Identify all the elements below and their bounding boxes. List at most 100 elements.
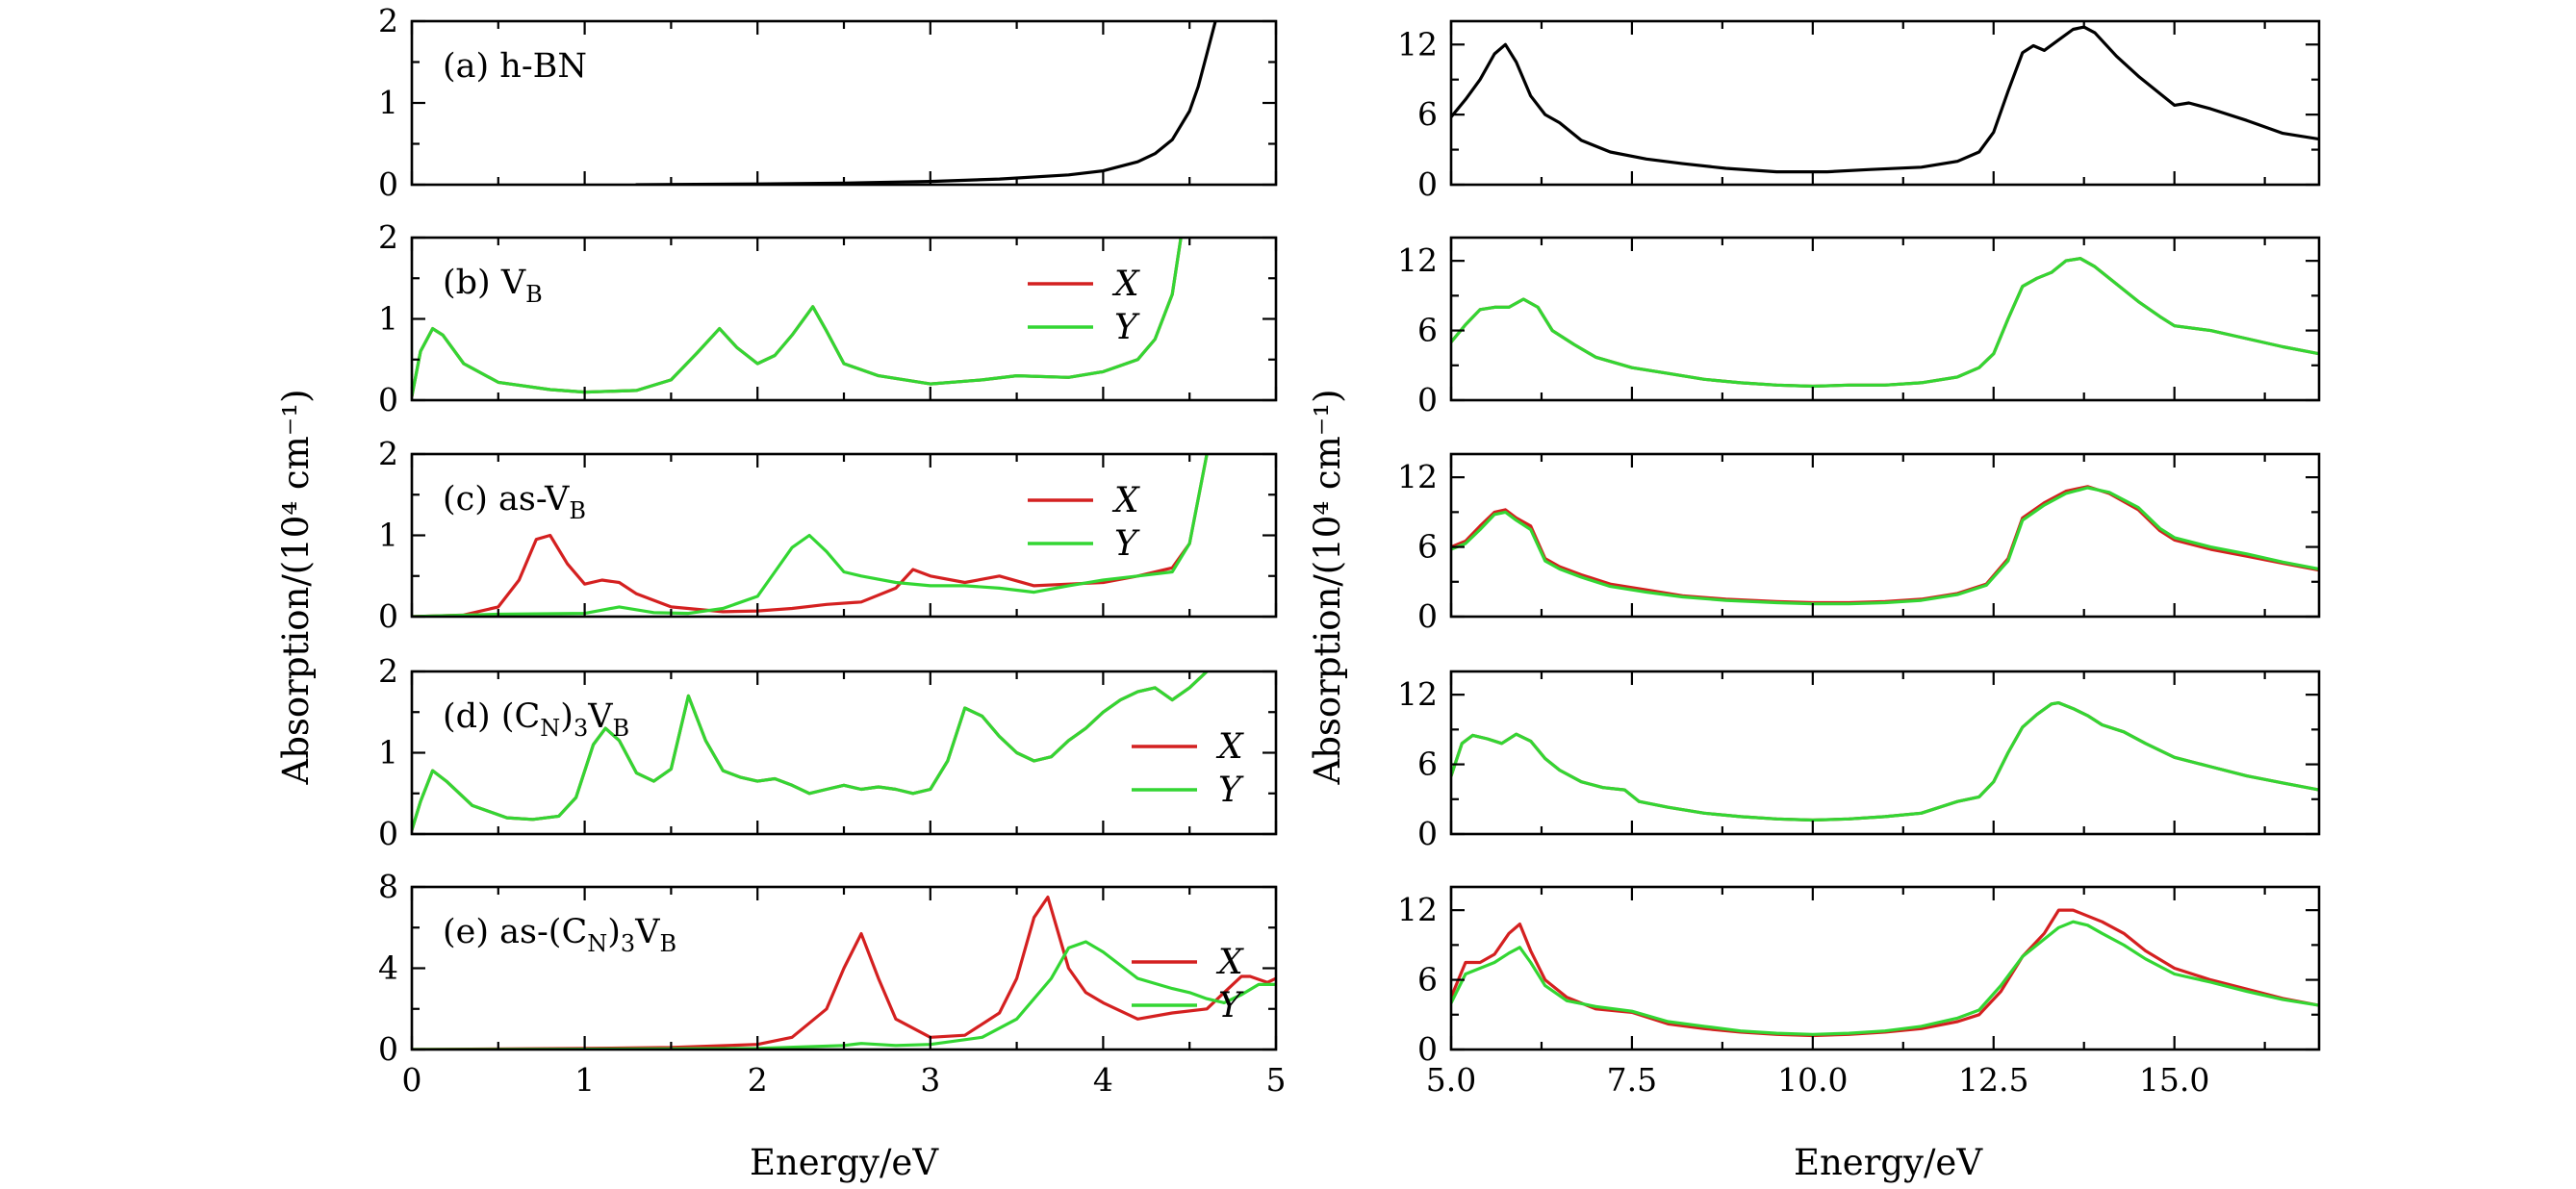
y-tick-label: 12: [1397, 25, 1438, 63]
x-tick-label: 5.0: [1426, 1061, 1476, 1099]
series-y-line: [412, 238, 1183, 398]
panel-label-text: (b) V: [443, 264, 526, 302]
y-tick-label: 0: [1417, 165, 1438, 203]
x-tick-label: 10.0: [1777, 1061, 1848, 1099]
legend-label-x: X: [1215, 943, 1244, 982]
y-tick-label: 2: [378, 2, 398, 39]
y-tick-label: 1: [378, 84, 398, 121]
series-x-line: [412, 238, 1183, 398]
panel-c-left: 0 1 2 (c) as-VB​ XY: [378, 435, 1278, 635]
panel-label-text: (d) (C: [443, 697, 540, 736]
y-tick-label: 4: [378, 949, 398, 987]
y-tick-label: 12: [1397, 891, 1438, 928]
panel-d-right: 0 6 12: [1397, 670, 2321, 852]
y-tick-label: 12: [1397, 458, 1438, 495]
panel-c-right: 0 6 12: [1397, 452, 2321, 635]
panel-e-right: 0 6 12 5.0 7.5 10.0 12.5 15.0: [1397, 885, 2321, 1099]
panel-b-right: 0 6 12: [1397, 236, 2321, 418]
x-tick-label: 12.5: [1958, 1061, 2028, 1099]
y-tick-label: 0: [1417, 1030, 1438, 1068]
y-tick-label: 0: [378, 381, 398, 418]
y-tick-label: 6: [1417, 746, 1438, 783]
y-tick-label: 0: [378, 1030, 398, 1068]
panel-label-subscript: B: [659, 930, 676, 957]
panel-label-subscript: B: [613, 715, 630, 742]
y-tick-label: 6: [1417, 961, 1438, 999]
y-tick-label: 1: [378, 300, 398, 338]
plot-frame: [1449, 885, 2321, 1051]
series-h-bn-line: [634, 21, 1217, 185]
panel-label-text: (a) h-BN: [443, 47, 587, 86]
plot-frame: [1449, 236, 2321, 402]
plot-frame: [1449, 452, 2321, 619]
legend-label-y: Y: [1114, 524, 1140, 564]
series-y-line: [1451, 486, 2319, 606]
y-tick-label: 0: [1417, 815, 1438, 852]
panel-label: (b) VB​: [443, 264, 543, 308]
plot-frame: [410, 670, 1278, 836]
legend-label-x: X: [1111, 265, 1140, 304]
series-h-bn-line: [1451, 25, 2319, 174]
y-tick-label: 8: [378, 868, 398, 905]
legend-label-x: X: [1215, 727, 1244, 767]
x-tick-label: 3: [920, 1061, 940, 1099]
plot-frame: [410, 19, 1278, 187]
series-y-line: [1451, 257, 2319, 389]
y-tick-label: 0: [378, 597, 398, 635]
panel-a-right: 0 6 12: [1397, 19, 2321, 203]
panel-label: (a) h-BN: [443, 47, 587, 86]
series-x-line: [412, 671, 1209, 832]
series-x-line: [412, 895, 1276, 1050]
panel-label: (d) (CN​)3​VB​: [443, 697, 629, 742]
x-tick-label: 5: [1266, 1061, 1287, 1099]
panel-label-text: (c) as-V: [443, 480, 570, 519]
plot-frame: [1449, 19, 2321, 187]
x-axis-title-left: Energy/eV: [750, 1142, 939, 1183]
panel-b-left: 0 1 2 (b) VB​ XY: [378, 218, 1278, 418]
panel-label-text: V: [587, 697, 613, 736]
panel-label-subscript: N: [587, 930, 607, 957]
series-y-line: [1451, 920, 2319, 1036]
series-x-line: [1451, 908, 2319, 1038]
panel-label-text: ): [607, 913, 621, 951]
y-axis-title-left: Absorption/(10⁴ cm⁻¹): [275, 389, 317, 785]
y-tick-label: 12: [1397, 241, 1438, 279]
y-tick-label: 6: [1417, 312, 1438, 349]
legend-label-y: Y: [1114, 308, 1140, 347]
series-x-line: [1451, 485, 2319, 605]
y-tick-label: 2: [378, 652, 398, 690]
series-y-line: [412, 454, 1209, 617]
legend-label-x: X: [1111, 481, 1140, 520]
panel-d-left: 0 1 2 (d) (CN​)3​VB​ XY: [378, 652, 1278, 852]
y-tick-label: 0: [1417, 597, 1438, 635]
plot-frame: [1449, 670, 2321, 836]
panel-label-subscript: B: [569, 497, 586, 524]
x-axis-title-right: Energy/eV: [1794, 1142, 1983, 1183]
y-tick-label: 12: [1397, 675, 1438, 713]
legend-label-y: Y: [1218, 986, 1244, 1025]
y-tick-label: 6: [1417, 95, 1438, 133]
panel-label-text: V: [634, 913, 660, 951]
y-tick-label: 2: [378, 218, 398, 256]
plot-frame: [410, 236, 1278, 402]
panel-label-subscript: N: [540, 715, 560, 742]
panel-label-subscript: B: [525, 281, 543, 308]
x-tick-label: 15.0: [2139, 1061, 2209, 1099]
series-y-line: [412, 940, 1276, 1050]
y-tick-label: 1: [378, 517, 398, 554]
y-axis-title-right: Absorption/(10⁴ cm⁻¹): [1307, 389, 1348, 785]
series-y-line: [1451, 700, 2319, 822]
x-tick-label: 2: [748, 1061, 768, 1099]
panel-label-text: ): [560, 697, 574, 736]
y-tick-label: 1: [378, 734, 398, 772]
y-tick-label: 2: [378, 435, 398, 472]
series-x-line: [1451, 257, 2319, 389]
y-tick-label: 0: [378, 815, 398, 852]
panel-label: (c) as-VB​: [443, 480, 586, 524]
panel-label-text: (e) as-(C: [443, 913, 587, 951]
x-tick-label: 7.5: [1607, 1061, 1657, 1099]
series-y-line: [412, 671, 1209, 832]
y-tick-label: 0: [378, 165, 398, 203]
